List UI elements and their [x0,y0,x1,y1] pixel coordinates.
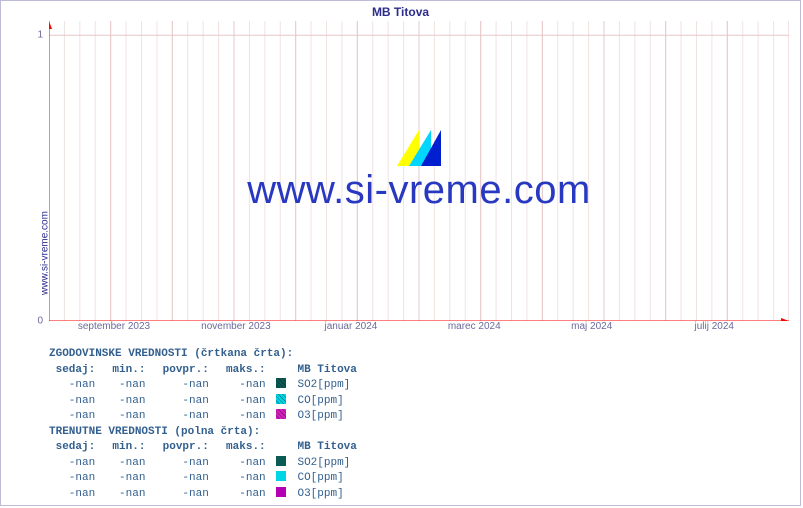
legend-swatch-cell [276,378,293,394]
legend-swatch-icon [276,378,286,388]
legend-value: -nan [49,487,106,503]
legend-header-historic: ZGODOVINSKE VREDNOSTI (črtkana črta): [49,347,789,363]
legend-value: -nan [156,394,219,410]
legend-value: -nan [106,471,156,487]
plot-area [49,21,789,321]
legend-series-label: CO[ppm] [293,394,360,410]
legend-series-label: O3[ppm] [293,409,360,425]
legend-value: -nan [106,394,156,410]
legend-value: -nan [219,487,276,503]
legend-swatch-cell [276,487,293,503]
legend-value: -nan [219,409,276,425]
legend-value: -nan [49,378,106,394]
legend-value: -nan [49,456,106,472]
legend-value: -nan [219,394,276,410]
legend-col-header: maks.: [219,363,276,379]
x-tick-label: maj 2024 [571,321,612,332]
legend-swatch-cell [276,456,293,472]
legend-series-label: SO2[ppm] [293,378,360,394]
legend-value: -nan [106,378,156,394]
x-tick-label: januar 2024 [325,321,378,332]
legend-value: -nan [156,471,219,487]
chart-frame: MB Titova www.si-vreme.com 01 www.si-vre… [0,0,801,506]
legend-swatch-cell [276,394,293,410]
legend-swatch-cell [276,471,293,487]
legend-col-header: sedaj: [49,363,106,379]
y-tick-label: 1 [37,30,43,41]
legend: ZGODOVINSKE VREDNOSTI (črtkana črta): se… [49,347,789,502]
legend-col-header: povpr.: [156,440,219,456]
legend-swatch-icon [276,471,286,481]
legend-station-header: MB Titova [293,363,360,379]
legend-col-header: min.: [106,440,156,456]
legend-value: -nan [156,487,219,503]
x-tick-label: september 2023 [78,321,150,332]
legend-table-current: sedaj: min.: povpr.: maks.: MB Titova -n… [49,440,361,502]
legend-station-header: MB Titova [293,440,360,456]
legend-value: -nan [219,456,276,472]
y-tick-label: 0 [37,316,43,327]
legend-value: -nan [106,487,156,503]
legend-value: -nan [219,378,276,394]
legend-swatch-icon [276,394,286,404]
legend-value: -nan [156,378,219,394]
legend-header-current: TRENUTNE VREDNOSTI (polna črta): [49,425,789,441]
legend-value: -nan [49,394,106,410]
legend-series-label: O3[ppm] [293,487,360,503]
legend-value: -nan [106,409,156,425]
legend-table-historic: sedaj: min.: povpr.: maks.: MB Titova -n… [49,363,361,425]
legend-value: -nan [49,471,106,487]
x-tick-container: september 2023 november 2023 januar 2024 ma… [49,321,789,337]
x-tick-label: julij 2024 [695,321,734,332]
chart-title: MB Titova [1,5,800,19]
legend-series-label: SO2[ppm] [293,456,360,472]
legend-col-header: maks.: [219,440,276,456]
plot-svg [49,21,789,321]
legend-swatch-icon [276,456,286,466]
legend-value: -nan [49,409,106,425]
legend-col-header: min.: [106,363,156,379]
legend-value: -nan [156,409,219,425]
legend-swatch-icon [276,409,286,419]
legend-value: -nan [219,471,276,487]
legend-value: -nan [156,456,219,472]
legend-swatch-icon [276,487,286,497]
legend-col-header: sedaj: [49,440,106,456]
legend-col-header: povpr.: [156,363,219,379]
legend-series-label: CO[ppm] [293,471,360,487]
x-tick-label: november 2023 [201,321,271,332]
legend-swatch-cell [276,409,293,425]
x-tick-label: marec 2024 [448,321,501,332]
legend-value: -nan [106,456,156,472]
